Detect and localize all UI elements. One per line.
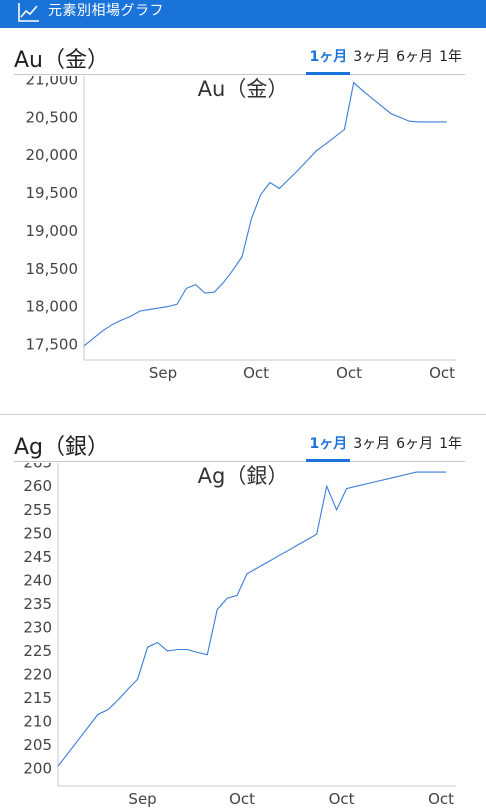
silver-panel-header: Ag（銀） 1ヶ月 3ヶ月 6ヶ月 1年 <box>14 425 465 462</box>
gold-tab-1year[interactable]: 1年 <box>439 49 462 65</box>
gold-panel-title: Au（金） <box>14 48 109 73</box>
gold-tab-1month[interactable]: 1ヶ月 <box>306 46 350 75</box>
panel-divider <box>0 414 486 415</box>
silver-panel: Ag（銀） 1ヶ月 3ヶ月 6ヶ月 1年 Ag（銀） 200 205 210 215 22… <box>0 425 486 811</box>
silver-x-tick-label: Sep <box>128 790 156 808</box>
chart-line-icon <box>18 3 39 22</box>
gold-price-chart: Au（金） 17,500 18,000 18,500 19,000 19,500 20,00… <box>26 76 456 382</box>
gold-y-tick-label: 18,500 <box>26 260 79 278</box>
silver-y-tick-label: 210 <box>23 713 52 731</box>
silver-y-tick-label: 220 <box>23 665 52 683</box>
gold-period-tabs: 1ヶ月 3ヶ月 6ヶ月 1年 <box>306 46 465 75</box>
silver-tab-6months[interactable]: 6ヶ月 <box>396 436 434 452</box>
gold-y-tick-label: 21,000 <box>26 76 79 89</box>
app-title: 元素別相場グラフ <box>48 3 164 19</box>
silver-price-chart: Ag（銀） 200 205 210 215 220 225 230 235 240 245 250 25… <box>23 463 456 808</box>
silver-y-tick-label: 225 <box>23 642 52 660</box>
silver-y-tick-label: 205 <box>23 736 52 754</box>
silver-x-tick-label: Oct <box>329 790 355 808</box>
silver-y-tick-label: 250 <box>23 524 52 542</box>
silver-x-tick-label: Oct <box>428 790 454 808</box>
gold-panel-header: Au（金） 1ヶ月 3ヶ月 6ヶ月 1年 <box>14 38 465 75</box>
silver-panel-title: Ag（銀） <box>14 435 110 460</box>
silver-y-tick-label: 230 <box>23 618 52 636</box>
gold-x-tick-label: Oct <box>429 364 455 382</box>
silver-y-tick-label: 235 <box>23 595 52 613</box>
silver-price-line <box>57 471 447 767</box>
gold-y-tick-label: 18,000 <box>26 298 79 316</box>
gold-y-tick-label: 19,000 <box>26 222 79 240</box>
silver-tab-1year[interactable]: 1年 <box>439 436 462 452</box>
silver-y-tick-label: 215 <box>23 689 52 707</box>
silver-chart-title: Ag（銀） <box>198 464 289 488</box>
gold-x-tick-label: Oct <box>243 364 269 382</box>
gold-chart-title: Au（金） <box>198 77 289 101</box>
gold-x-tick-label: Oct <box>336 364 362 382</box>
silver-y-tick-label: 265 <box>23 463 52 472</box>
gold-y-tick-label: 20,000 <box>26 146 79 164</box>
gold-y-tick-label: 17,500 <box>26 335 79 353</box>
gold-panel: Au（金） 1ヶ月 3ヶ月 6ヶ月 1年 Au（金） 17,500 18,000 18… <box>0 38 486 414</box>
silver-y-tick-label: 260 <box>23 477 52 495</box>
silver-x-tick-label: Oct <box>229 790 255 808</box>
silver-period-tabs: 1ヶ月 3ヶ月 6ヶ月 1年 <box>306 433 465 462</box>
gold-y-tick-label: 19,500 <box>26 184 79 202</box>
gold-price-line <box>83 81 447 347</box>
silver-y-tick-label: 200 <box>23 760 52 778</box>
silver-tab-3months[interactable]: 3ヶ月 <box>353 436 391 452</box>
silver-y-tick-label: 245 <box>23 548 52 566</box>
silver-y-tick-label: 255 <box>23 501 52 519</box>
silver-y-tick-label: 240 <box>23 571 52 589</box>
silver-tab-1month[interactable]: 1ヶ月 <box>306 433 350 462</box>
gold-x-tick-label: Sep <box>149 364 177 382</box>
gold-tab-3months[interactable]: 3ヶ月 <box>353 49 391 65</box>
app-header: 元素別相場グラフ <box>0 0 486 28</box>
gold-tab-6months[interactable]: 6ヶ月 <box>396 49 434 65</box>
gold-y-tick-label: 20,500 <box>26 108 79 126</box>
